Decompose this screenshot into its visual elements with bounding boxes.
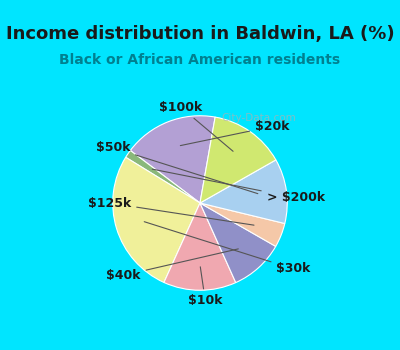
- Text: Income distribution in Baldwin, LA (%): Income distribution in Baldwin, LA (%): [6, 25, 394, 42]
- Wedge shape: [113, 157, 200, 282]
- Text: $20k: $20k: [180, 120, 290, 146]
- Text: $40k: $40k: [106, 249, 238, 282]
- Wedge shape: [200, 203, 276, 282]
- Text: $10k: $10k: [188, 267, 222, 307]
- Wedge shape: [200, 117, 276, 203]
- Wedge shape: [164, 203, 236, 290]
- Wedge shape: [200, 203, 285, 246]
- Wedge shape: [200, 160, 287, 224]
- Text: $100k: $100k: [159, 101, 233, 151]
- Wedge shape: [126, 150, 200, 203]
- Text: Black or African American residents: Black or African American residents: [60, 52, 340, 66]
- Text: > $200k: > $200k: [152, 169, 325, 204]
- Text: $125k: $125k: [88, 196, 254, 225]
- Text: City-Data.com: City-Data.com: [221, 113, 296, 123]
- Text: $50k: $50k: [96, 141, 258, 194]
- Wedge shape: [130, 116, 215, 203]
- Text: $30k: $30k: [144, 222, 311, 275]
